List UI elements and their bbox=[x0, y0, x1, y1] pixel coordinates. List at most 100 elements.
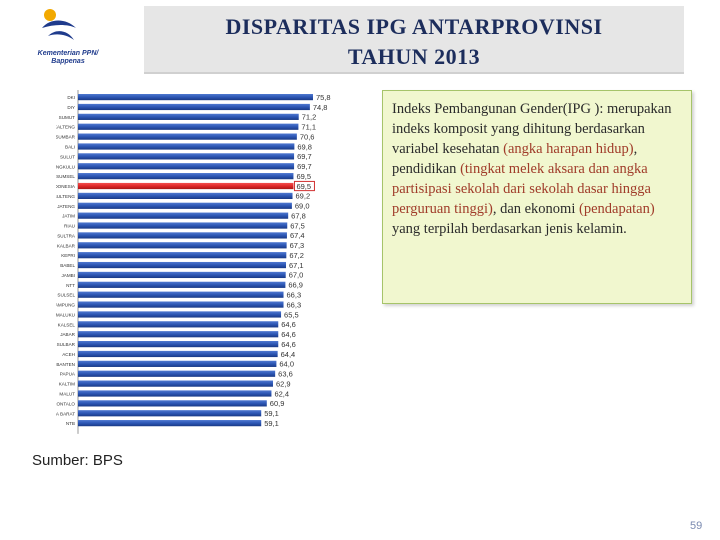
category-label: NTT bbox=[66, 283, 75, 288]
bar bbox=[78, 202, 292, 209]
category-label: NTB bbox=[66, 421, 75, 426]
title-line-2: TAHUN 2013 bbox=[347, 44, 481, 69]
value-label: 66,3 bbox=[287, 300, 302, 309]
category-label: KALSEL bbox=[58, 322, 76, 327]
value-label: 65,5 bbox=[284, 310, 299, 319]
bar bbox=[78, 143, 295, 150]
value-label: 67,4 bbox=[290, 231, 305, 240]
category-label: SULTENG bbox=[56, 194, 75, 199]
value-label: 59,1 bbox=[264, 419, 279, 428]
category-label: JABAR bbox=[60, 332, 75, 337]
bar bbox=[78, 153, 295, 160]
ipg-definition-box: Indeks Pembangunan Gender(IPG ): merupak… bbox=[382, 90, 692, 304]
category-label: SUMUT bbox=[59, 115, 76, 120]
value-label: 66,9 bbox=[288, 281, 303, 290]
category-label: JATENG bbox=[57, 204, 75, 209]
bar bbox=[78, 113, 299, 120]
value-label: 59,1 bbox=[264, 409, 279, 418]
bar bbox=[78, 133, 297, 140]
bar bbox=[78, 420, 262, 427]
category-label: MALUKU bbox=[56, 312, 75, 317]
logo-line-2: Bappenas bbox=[51, 58, 85, 65]
bar bbox=[78, 163, 295, 170]
bar bbox=[78, 103, 310, 111]
value-label: 69,7 bbox=[297, 162, 312, 171]
value-label: 60,9 bbox=[270, 399, 285, 408]
category-label: DIY bbox=[67, 105, 75, 110]
highlight-value-box bbox=[293, 180, 315, 192]
bar bbox=[78, 341, 279, 348]
bar bbox=[78, 350, 278, 358]
source-note: Sumber: BPS bbox=[32, 452, 123, 469]
bar bbox=[78, 301, 284, 308]
value-label: 69,5 bbox=[296, 182, 311, 191]
logo-line-1: Kementerian PPN/ bbox=[37, 50, 99, 57]
value-label: 62,9 bbox=[276, 379, 291, 388]
category-label: SULBAR bbox=[57, 342, 76, 347]
logo-text: Kementerian PPN/ Bappenas bbox=[8, 50, 128, 66]
category-label: SUMSEL bbox=[56, 174, 75, 179]
bar-highlight bbox=[78, 182, 294, 190]
category-label: KEPRI bbox=[61, 253, 75, 258]
value-label: 74,8 bbox=[313, 103, 328, 112]
ipg-bar-chart: DKI 75,8 DIY 74,8 SUMUT 71,2 KALTENG 71,1 SUMBAR… bbox=[44, 90, 366, 440]
bar bbox=[78, 311, 282, 318]
category-label: KALTENG bbox=[56, 125, 75, 130]
bappenas-logo: Kementerian PPN/ Bappenas bbox=[8, 6, 128, 68]
bar bbox=[78, 123, 299, 130]
definition-segment: yang terpilah berdasarkan jenis kelamin. bbox=[392, 221, 627, 237]
value-label: 67,1 bbox=[289, 261, 304, 270]
value-label: 69,0 bbox=[295, 202, 310, 211]
bar bbox=[78, 400, 267, 407]
ipg-bar-chart-svg: DKI 75,8 DIY 74,8 SUMUT 71,2 KALTENG 71,1 SUMBAR… bbox=[44, 90, 331, 434]
value-label: 70,6 bbox=[300, 132, 315, 141]
value-label: 64,4 bbox=[281, 350, 296, 359]
bar bbox=[78, 271, 286, 279]
category-label: RIAU bbox=[64, 224, 75, 229]
bar bbox=[78, 321, 279, 328]
definition-segment: , pendidikan bbox=[392, 141, 638, 177]
value-label: 69,7 bbox=[297, 152, 312, 161]
category-label: BANTEN bbox=[56, 362, 75, 367]
definition-segment: , dan ekonomi bbox=[492, 201, 579, 217]
category-label: PAPUA bbox=[60, 372, 76, 377]
value-label: 71,1 bbox=[301, 123, 316, 132]
value-label: 67,0 bbox=[289, 271, 304, 280]
value-label: 63,6 bbox=[278, 370, 293, 379]
definition-highlight: (pendapatan) bbox=[579, 201, 655, 217]
definition-segment: Indeks Pembangunan Gender(IPG ): merupak… bbox=[392, 101, 672, 157]
bar bbox=[78, 222, 288, 229]
category-label: KALTIM bbox=[59, 382, 75, 387]
title-box: DISPARITAS IPG ANTARPROVINSI TAHUN 2013 bbox=[144, 6, 684, 74]
value-label: 67,3 bbox=[290, 241, 305, 250]
bar bbox=[78, 212, 289, 219]
category-label: MALUT bbox=[59, 392, 75, 397]
bar bbox=[78, 410, 262, 417]
value-label: 64,6 bbox=[281, 320, 296, 329]
value-label: 75,8 bbox=[316, 93, 331, 102]
category-label: ACEH bbox=[62, 352, 75, 357]
bar bbox=[78, 173, 294, 180]
category-label: DKI bbox=[67, 95, 75, 100]
value-label: 64,6 bbox=[281, 340, 296, 349]
category-label: JAMBI bbox=[61, 273, 75, 278]
bar bbox=[78, 242, 287, 249]
category-label: BALI bbox=[65, 145, 75, 150]
bar bbox=[78, 331, 279, 338]
category-label: PAPUA BARAT bbox=[56, 411, 75, 416]
bar bbox=[78, 291, 284, 298]
bar bbox=[78, 360, 277, 367]
value-label: 69,5 bbox=[296, 172, 311, 181]
category-label: GORONTALO bbox=[56, 401, 75, 406]
bar bbox=[78, 281, 286, 288]
category-label: SULUT bbox=[60, 154, 75, 159]
category-label: BABEL bbox=[60, 263, 75, 268]
title-line-1: DISPARITAS IPG ANTARPROVINSI bbox=[225, 14, 603, 39]
bar bbox=[78, 370, 276, 377]
value-label: 67,8 bbox=[291, 211, 306, 220]
bappenas-emblem-icon bbox=[42, 9, 76, 40]
category-label: KALBAR bbox=[57, 243, 76, 248]
bar bbox=[78, 261, 287, 269]
category-label: JATIM bbox=[62, 214, 75, 219]
category-label: INDONESIA bbox=[56, 184, 76, 189]
